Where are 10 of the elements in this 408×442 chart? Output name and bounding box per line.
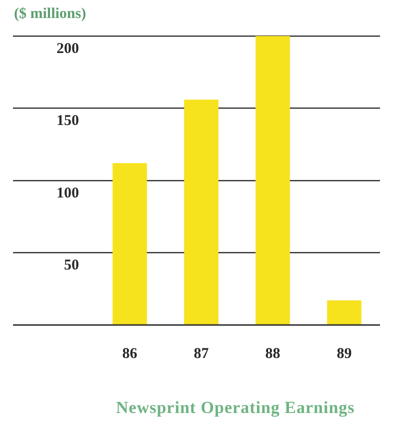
text: Newsprint Operating Earnings [116, 398, 356, 418]
y-tick-label: 50 [64, 258, 79, 274]
y-tick-label: 200 [56, 40, 79, 57]
y-tick-label: 150 [56, 113, 79, 130]
x-tick-label: 87 [194, 346, 210, 362]
y-axis-title: ($ millions) [14, 6, 86, 23]
x-tick-label: 89 [336, 346, 352, 362]
x-tick-label: 86 [122, 346, 138, 362]
y-tick-label: 100 [56, 185, 79, 202]
x-tick-label: 88 [265, 346, 280, 362]
